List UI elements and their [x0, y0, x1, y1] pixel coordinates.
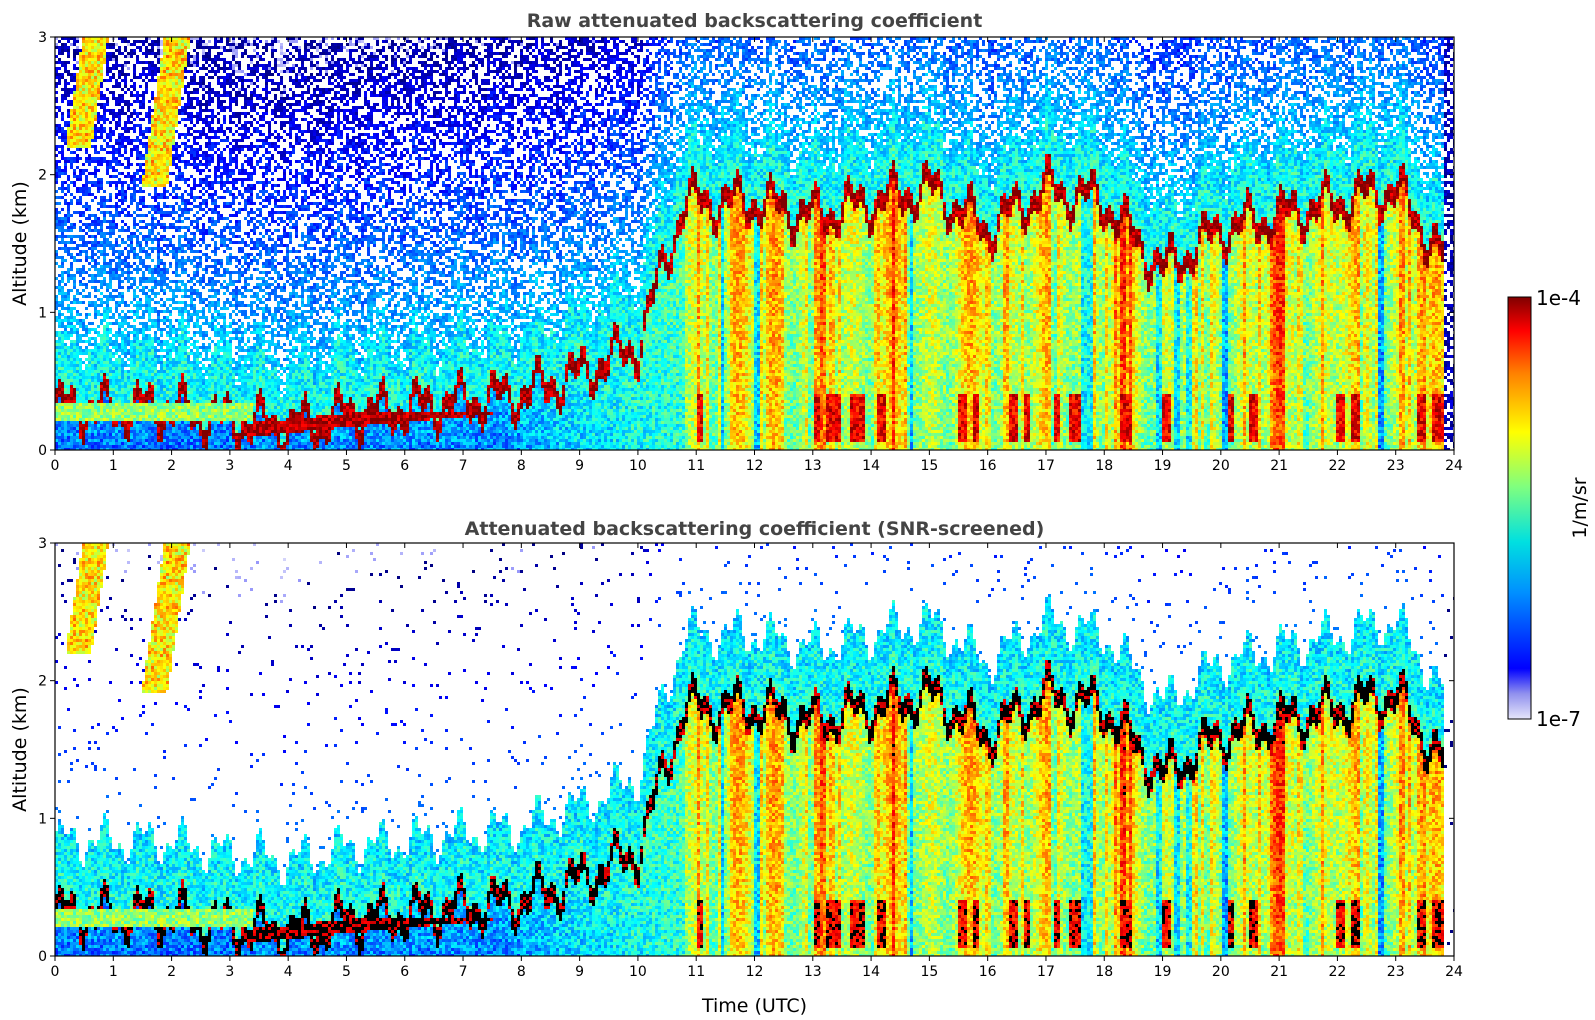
- panel-0-ytick-label: 1: [38, 305, 47, 321]
- panel-raw: Raw attenuated backscattering coefficien…: [9, 10, 1463, 474]
- panel-0-xtick-label: 13: [804, 458, 822, 474]
- panel-0-xtick-label: 3: [225, 458, 234, 474]
- colorbar-max-label: 1e-4: [1536, 286, 1581, 310]
- panel-0-xtick-label: 22: [1329, 458, 1347, 474]
- panel-1-xtick-label: 20: [1212, 964, 1230, 980]
- panel-1-ytick-label: 1: [38, 811, 47, 827]
- panel-1-xtick-label: 22: [1329, 964, 1347, 980]
- panel-raw-heatmap: [55, 37, 1456, 451]
- panel-screened-ylabel: Altitude (km): [9, 687, 31, 812]
- panel-0-xtick-label: 24: [1445, 458, 1463, 474]
- panel-1-ytick-label: 0: [38, 949, 47, 965]
- panel-1-xtick-label: 16: [979, 964, 997, 980]
- panel-0-xtick-label: 10: [629, 458, 647, 474]
- panel-1-xtick-label: 18: [1095, 964, 1113, 980]
- panel-1-xtick-label: 0: [51, 964, 60, 980]
- panel-1-ytick-label: 2: [38, 674, 47, 690]
- colorbar-gradient: [1508, 297, 1531, 719]
- panel-screened: Attenuated backscattering coefficient (S…: [9, 518, 1463, 1017]
- panel-1-xtick-label: 10: [629, 964, 647, 980]
- panel-0-xtick-label: 18: [1095, 458, 1113, 474]
- panel-1-xtick-label: 3: [225, 964, 234, 980]
- panel-0-xtick-label: 15: [920, 458, 938, 474]
- panel-1-xtick-label: 15: [920, 964, 938, 980]
- panel-1-xtick-label: 23: [1387, 964, 1405, 980]
- panel-1-xtick-label: 2: [167, 964, 176, 980]
- panel-0-xtick-label: 0: [51, 458, 60, 474]
- panel-0-xtick-label: 20: [1212, 458, 1230, 474]
- panel-0-xtick-label: 7: [459, 458, 468, 474]
- panel-0-xtick-label: 11: [687, 458, 705, 474]
- colorbar: 1e-4 1e-7 1/m/sr: [1508, 286, 1591, 731]
- panel-1-xtick-label: 19: [1154, 964, 1172, 980]
- panel-0-ytick-label: 3: [38, 30, 47, 46]
- colorbar-min-label: 1e-7: [1536, 707, 1581, 731]
- panel-1-xtick-label: 6: [400, 964, 409, 980]
- panel-screened-xlabel: Time (UTC): [701, 995, 807, 1017]
- panel-1-xtick-label: 11: [687, 964, 705, 980]
- panel-0-ytick-label: 2: [38, 168, 47, 184]
- panel-raw-ylabel: Altitude (km): [9, 181, 31, 306]
- panel-1-xtick-label: 9: [575, 964, 584, 980]
- colorbar-label: 1/m/sr: [1569, 477, 1591, 538]
- panel-1-xtick-label: 4: [284, 964, 293, 980]
- panel-0-xtick-label: 17: [1037, 458, 1055, 474]
- panel-1-xtick-label: 21: [1270, 964, 1288, 980]
- panel-0-xtick-label: 12: [746, 458, 764, 474]
- panel-1-xtick-label: 13: [804, 964, 822, 980]
- panel-screened-title: Attenuated backscattering coefficient (S…: [465, 518, 1045, 540]
- panel-0-xtick-label: 19: [1154, 458, 1172, 474]
- panel-1-xtick-label: 12: [746, 964, 764, 980]
- panel-0-xtick-label: 23: [1387, 458, 1405, 474]
- panel-1-xtick-label: 8: [517, 964, 526, 980]
- panel-1-xtick-label: 1: [109, 964, 118, 980]
- panel-1-xtick-label: 7: [459, 964, 468, 980]
- panel-0-xtick-label: 14: [862, 458, 880, 474]
- panel-1-xtick-label: 17: [1037, 964, 1055, 980]
- panel-0-xtick-label: 5: [342, 458, 351, 474]
- panel-0-xtick-label: 9: [575, 458, 584, 474]
- panel-0-xtick-label: 16: [979, 458, 997, 474]
- panel-screened-heatmap: [55, 543, 1456, 957]
- panel-0-xtick-label: 8: [517, 458, 526, 474]
- panel-0-xtick-label: 2: [167, 458, 176, 474]
- panel-0-xtick-label: 21: [1270, 458, 1288, 474]
- panel-0-xtick-label: 4: [284, 458, 293, 474]
- panel-1-ytick-label: 3: [38, 536, 47, 552]
- panel-1-xtick-label: 5: [342, 964, 351, 980]
- panel-1-xtick-label: 14: [862, 964, 880, 980]
- panel-1-xtick-label: 24: [1445, 964, 1463, 980]
- panel-0-xtick-label: 1: [109, 458, 118, 474]
- panel-0-xtick-label: 6: [400, 458, 409, 474]
- panel-raw-title: Raw attenuated backscattering coefficien…: [527, 10, 983, 32]
- panel-0-ytick-label: 0: [38, 443, 47, 459]
